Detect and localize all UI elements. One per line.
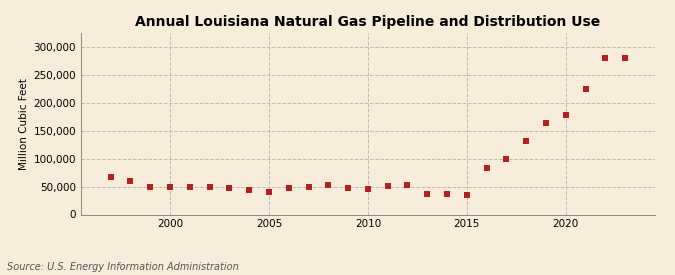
Y-axis label: Million Cubic Feet: Million Cubic Feet [20,78,29,170]
Point [244,188,254,193]
Point [362,187,373,191]
Point [580,87,591,92]
Point [501,156,512,161]
Point [145,185,156,189]
Point [184,184,195,189]
Point [462,193,472,197]
Point [402,183,413,188]
Point [422,192,433,197]
Point [263,189,274,194]
Point [303,184,314,189]
Point [125,179,136,183]
Title: Annual Louisiana Natural Gas Pipeline and Distribution Use: Annual Louisiana Natural Gas Pipeline an… [135,15,601,29]
Point [105,174,116,179]
Point [165,184,176,189]
Point [481,166,492,170]
Point [382,184,393,188]
Text: Source: U.S. Energy Information Administration: Source: U.S. Energy Information Administ… [7,262,238,272]
Point [620,56,630,60]
Point [600,56,611,60]
Point [284,186,294,190]
Point [224,186,235,191]
Point [541,121,551,126]
Point [323,183,333,187]
Point [205,185,215,189]
Point [520,139,531,144]
Point [560,113,571,117]
Point [441,192,452,196]
Point [343,186,354,190]
